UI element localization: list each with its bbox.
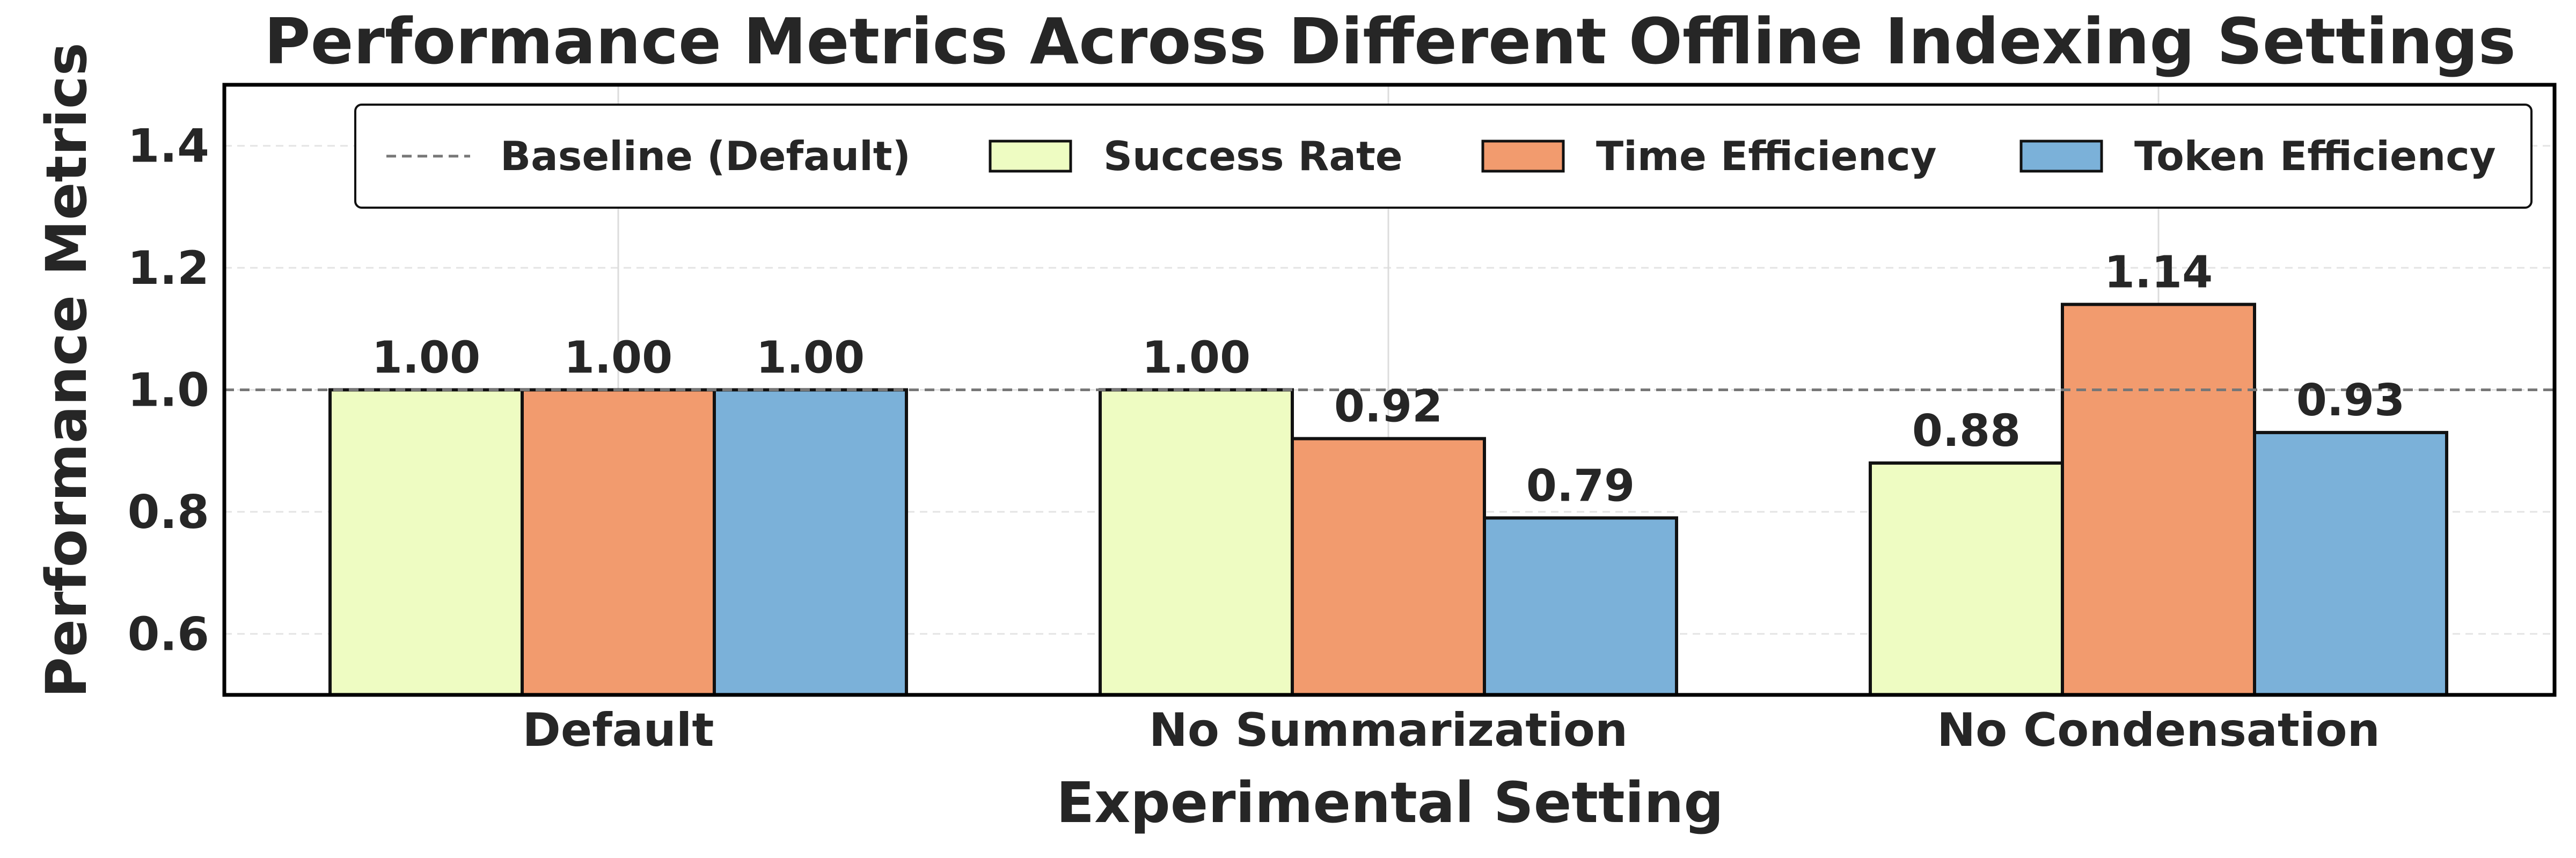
bar-value-label: 1.14: [2104, 247, 2213, 298]
legend-label: Baseline (Default): [500, 133, 911, 180]
bar-value-label: 0.93: [2296, 375, 2405, 426]
legend-label: Token Efficiency: [2134, 133, 2496, 180]
legend-box: [354, 104, 2533, 209]
x-axis-label: Experimental Setting: [1056, 770, 1724, 835]
bar: [1869, 461, 2064, 696]
bar: [2253, 431, 2448, 697]
x-tick-label: No Summarization: [1149, 703, 1628, 757]
bar: [1099, 388, 1294, 696]
y-tick-label: 1.0: [128, 364, 209, 417]
legend-swatch: [2019, 140, 2103, 173]
bar: [1291, 437, 1486, 697]
y-tick-label: 1.4: [128, 120, 209, 173]
bar-value-label: 1.00: [1142, 333, 1250, 384]
y-axis-label: Performance Metrics: [34, 42, 99, 698]
bar: [521, 388, 716, 696]
legend-label: Success Rate: [1103, 133, 1403, 180]
legend-swatch: [989, 140, 1072, 173]
bar-value-label: 1.00: [372, 333, 480, 384]
y-tick-label: 0.8: [128, 486, 209, 539]
bar-value-label: 0.92: [1334, 381, 1443, 432]
bar: [2061, 303, 2256, 696]
plot-frame: [222, 83, 2557, 697]
x-axis-ticks: Default No Summarization No Condensation: [523, 703, 2380, 757]
y-axis-ticks: 0.6 0.8 1.0 1.2 1.4: [128, 120, 209, 662]
legend-label: Time Efficiency: [1596, 133, 1937, 180]
y-tick-label: 1.2: [128, 241, 209, 295]
y-tick-label: 0.6: [128, 607, 209, 661]
bar: [1483, 516, 1678, 697]
bar: [713, 388, 908, 696]
value-labels-group: 1.00 1.00 0.88 1.00 0.92 1.14 1.00 0.79 0.93: [372, 247, 2405, 511]
bar: [328, 388, 524, 696]
x-tick-label: No Condensation: [1937, 703, 2380, 757]
bar-value-label: 0.79: [1526, 460, 1635, 511]
x-tick-label: Default: [523, 703, 714, 757]
bar-value-label: 1.00: [756, 333, 865, 384]
bar-value-label: 1.00: [564, 333, 672, 384]
legend: Baseline (Default) Success Rate Time Effic…: [354, 104, 2533, 209]
bars-group: [328, 303, 2448, 697]
legend-swatch: [1481, 140, 1565, 173]
bar-value-label: 0.88: [1912, 406, 2021, 457]
chart-title: Performance Metrics Across Different Off…: [264, 4, 2516, 78]
